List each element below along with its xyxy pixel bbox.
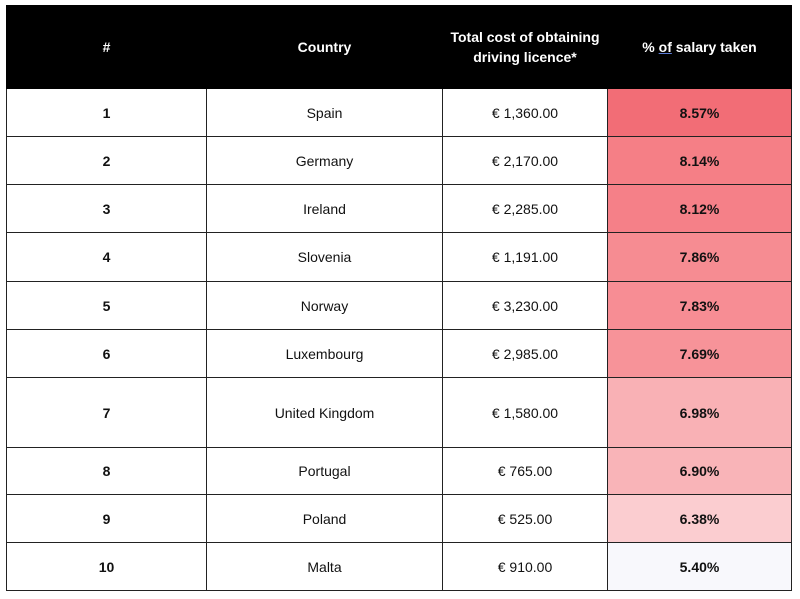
country-cell: United Kingdom [206,377,443,448]
rank-cell: 7 [6,377,207,448]
salary-pct-cell: 6.98% [607,377,792,448]
country-cell: Luxembourg [206,329,443,378]
rank-cell: 8 [6,447,207,495]
country-cell: Germany [206,136,443,185]
cost-cell: € 2,985.00 [442,329,608,378]
salary-pct-cell: 8.12% [607,184,792,233]
table-row: 5 Norway € 3,230.00 7.83% [6,281,792,330]
country-cell: Poland [206,494,443,543]
salary-pct-cell: 5.40% [607,542,792,591]
table-row: 10 Malta € 910.00 5.40% [6,542,792,591]
rank-cell: 6 [6,329,207,378]
country-cell: Portugal [206,447,443,495]
cost-cell: € 910.00 [442,542,608,591]
cost-cell: € 765.00 [442,447,608,495]
table-row: 9 Poland € 525.00 6.38% [6,494,792,543]
cost-cell: € 1,360.00 [442,88,608,137]
cost-cell: € 525.00 [442,494,608,543]
rank-cell: 2 [6,136,207,185]
country-cell: Norway [206,281,443,330]
table-row: 3 Ireland € 2,285.00 8.12% [6,184,792,233]
table-row: 2 Germany € 2,170.00 8.14% [6,136,792,185]
salary-pct-cell: 7.86% [607,232,792,282]
table-row: 7 United Kingdom € 1,580.00 6.98% [6,377,792,448]
table-row: 8 Portugal € 765.00 6.90% [6,447,792,495]
rank-cell: 10 [6,542,207,591]
cost-cell: € 1,191.00 [442,232,608,282]
cost-cell: € 3,230.00 [442,281,608,330]
licence-cost-table: # Country Total cost of obtaining drivin… [6,5,792,591]
rank-cell: 5 [6,281,207,330]
rank-cell: 4 [6,232,207,282]
salary-pct-cell: 6.90% [607,447,792,495]
table-row: 6 Luxembourg € 2,985.00 7.69% [6,329,792,378]
salary-pct-cell: 6.38% [607,494,792,543]
rank-cell: 3 [6,184,207,233]
country-cell: Slovenia [206,232,443,282]
header-country: Country [206,5,443,89]
country-cell: Malta [206,542,443,591]
cost-cell: € 1,580.00 [442,377,608,448]
salary-pct-cell: 8.57% [607,88,792,137]
header-cost: Total cost of obtaining driving licence* [442,5,608,89]
salary-pct-cell: 8.14% [607,136,792,185]
cost-cell: € 2,170.00 [442,136,608,185]
table-row: 1 Spain € 1,360.00 8.57% [6,88,792,137]
salary-pct-cell: 7.83% [607,281,792,330]
salary-pct-cell: 7.69% [607,329,792,378]
rank-cell: 1 [6,88,207,137]
country-cell: Ireland [206,184,443,233]
rank-cell: 9 [6,494,207,543]
header-salary-pct: % of salary taken [607,5,792,89]
table-row: 4 Slovenia € 1,191.00 7.86% [6,232,792,282]
country-cell: Spain [206,88,443,137]
header-rank: # [6,5,207,89]
cost-cell: € 2,285.00 [442,184,608,233]
header-row: # Country Total cost of obtaining drivin… [6,5,792,89]
